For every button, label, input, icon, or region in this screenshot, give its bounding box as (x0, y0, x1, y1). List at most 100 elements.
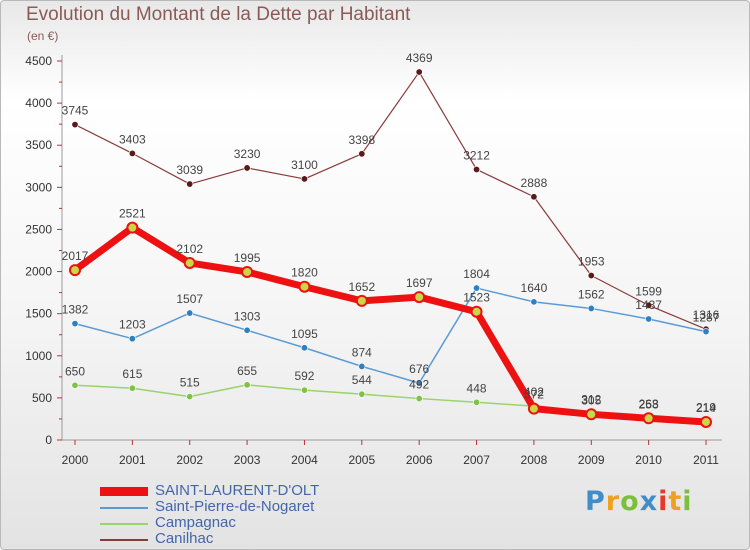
chart-subtitle: (en €) (27, 29, 59, 43)
data-label-canilhac: 3212 (463, 148, 490, 162)
data-point-canilhac (415, 68, 423, 76)
legend: SAINT-LAURENT-D'OLT Saint-Pierre-de-Noga… (100, 482, 400, 547)
series-line-saint-pierre (74, 287, 707, 384)
y-tick-label: 500 (32, 391, 52, 405)
data-point-campagnac (186, 393, 194, 401)
data-label-saint-pierre: 676 (409, 362, 429, 376)
data-point-campagnac (473, 398, 481, 406)
data-label-saint-pierre: 1507 (176, 292, 203, 306)
logo-letter: r (605, 486, 621, 517)
data-point-saint-pierre (415, 379, 423, 387)
legend-swatch (100, 539, 148, 541)
x-tick-label: 2010 (635, 453, 662, 467)
data-label-saint-pierre: 1804 (463, 267, 490, 281)
logo-letter: i (658, 486, 669, 517)
data-label-canilhac: 1599 (635, 284, 662, 298)
data-label-saint-laurent: 2521 (119, 207, 146, 221)
data-label-saint-pierre: 1203 (119, 318, 146, 332)
data-label-saint-pierre: 1562 (578, 287, 605, 301)
data-point-saint-laurent (470, 305, 483, 318)
data-point-canilhac (587, 272, 595, 280)
x-tick-label: 2004 (291, 453, 318, 467)
data-point-saint-pierre (128, 335, 136, 343)
data-point-saint-pierre (358, 362, 366, 370)
x-tick-label: 2000 (62, 453, 89, 467)
data-point-saint-laurent (585, 408, 598, 421)
data-point-canilhac (71, 121, 79, 129)
logo-letter: x (639, 486, 659, 517)
data-label-campagnac: 544 (352, 373, 372, 387)
data-label-canilhac: 1953 (578, 255, 605, 269)
data-point-saint-laurent (69, 264, 81, 277)
data-point-saint-pierre (530, 298, 538, 306)
data-label-canilhac: 1316 (693, 308, 720, 322)
y-tick-label: 1000 (25, 349, 52, 363)
data-point-canilhac (186, 180, 194, 188)
data-point-campagnac (128, 384, 136, 392)
data-label-saint-laurent: 2102 (176, 242, 203, 256)
data-point-canilhac (300, 175, 308, 183)
x-tick-label: 2005 (348, 453, 375, 467)
y-tick-label: 3500 (25, 138, 52, 152)
x-tick-label: 2007 (463, 453, 490, 467)
data-label-saint-laurent: 372 (524, 388, 544, 402)
data-point-saint-laurent (413, 291, 426, 304)
line-chart: 0 500 1000 1500 2000 2500 3000 3500 4000 4500 2000… (25, 51, 722, 467)
data-label-saint-pierre: 1303 (234, 309, 261, 323)
data-label-campagnac: 492 (409, 378, 429, 392)
data-label-canilhac: 2888 (521, 176, 548, 190)
legend-label: Canilhac (155, 530, 214, 547)
y-tick-label: 0 (45, 433, 52, 447)
data-label-campagnac: 655 (237, 364, 257, 378)
logo-letter: o (620, 486, 640, 517)
data-label-canilhac: 3230 (234, 147, 261, 161)
data-point-saint-pierre (300, 344, 308, 352)
data-point-canilhac (128, 149, 136, 157)
data-label-canilhac: 4369 (406, 51, 433, 65)
data-label-campagnac: 515 (180, 376, 200, 390)
legend-swatch (100, 487, 148, 496)
proxiti-logo: Proxiti (585, 486, 693, 517)
data-label-saint-pierre: 1382 (62, 303, 89, 317)
data-label-saint-laurent: 1995 (234, 251, 261, 265)
data-point-canilhac (243, 164, 251, 172)
data-label-campagnac: 592 (294, 369, 314, 383)
data-point-saint-pierre (702, 328, 710, 336)
data-point-campagnac (71, 381, 79, 389)
data-label-campagnac: 312 (581, 393, 601, 407)
x-tick-label: 2008 (521, 453, 548, 467)
logo-letter: t (668, 486, 683, 517)
data-label-campagnac: 650 (65, 364, 85, 378)
x-tick-label: 2011 (693, 453, 719, 467)
data-label-saint-laurent: 258 (639, 397, 659, 411)
chart-title: Evolution du Montant de la Dette par Hab… (26, 4, 411, 25)
data-label-saint-laurent: 214 (696, 401, 716, 415)
y-tick-label: 3000 (25, 180, 52, 194)
data-label-canilhac: 3398 (348, 133, 375, 147)
data-point-saint-laurent (527, 402, 540, 415)
y-tick-label: 1500 (25, 307, 52, 321)
data-label-saint-laurent: 1523 (463, 291, 490, 305)
legend-item-canilhac: Canilhac (100, 530, 400, 547)
data-point-canilhac (358, 150, 366, 158)
legend-swatch (100, 507, 148, 509)
y-tick-label: 2000 (25, 265, 52, 279)
data-label-saint-laurent: 305 (581, 393, 601, 407)
data-point-saint-pierre (71, 320, 79, 328)
legend-item-saint-pierre: Saint-Pierre-de-Nogaret (100, 498, 400, 515)
x-tick-label: 2009 (578, 453, 605, 467)
data-label-canilhac: 3403 (119, 132, 146, 146)
y-tick-label: 2500 (25, 222, 52, 236)
data-point-saint-pierre (243, 326, 251, 334)
legend-swatch (100, 523, 148, 525)
legend-label: Campagnac (155, 514, 236, 531)
data-label-campagnac: 263 (639, 397, 659, 411)
data-point-campagnac (300, 386, 308, 394)
data-point-saint-laurent (126, 221, 139, 234)
data-point-saint-laurent (298, 280, 311, 293)
data-label-campagnac: 615 (122, 367, 142, 381)
x-tick-label: 2006 (406, 453, 433, 467)
data-point-saint-laurent (183, 256, 196, 269)
data-point-saint-pierre (587, 304, 595, 312)
